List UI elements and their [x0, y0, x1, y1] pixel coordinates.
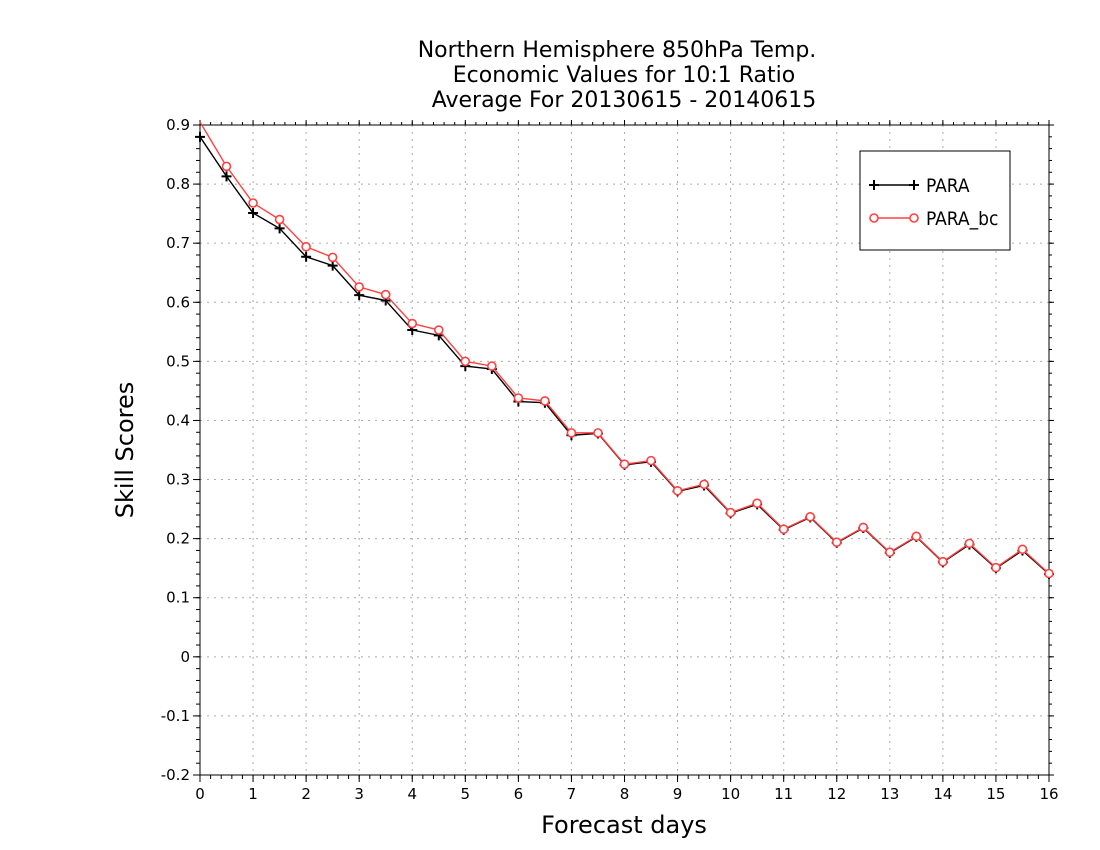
data-point	[938, 556, 948, 567]
data-point	[593, 428, 603, 438]
x-tick-label: 12	[827, 785, 846, 803]
data-point	[885, 547, 895, 558]
chart-title-line-2: Economic Values for 10:1 Ratio	[453, 63, 795, 88]
y-tick-label: 0.9	[166, 116, 190, 134]
chart-title: Northern Hemisphere 850hPa Temp. Economi…	[418, 38, 817, 113]
x-tick-label: 1	[248, 785, 258, 803]
x-tick-label: 13	[880, 785, 899, 803]
chart-title-line-3: Average For 20130615 - 20140615	[432, 88, 817, 113]
x-tick-label: 16	[1039, 785, 1058, 803]
x-tick-label: 10	[721, 785, 740, 803]
data-point	[619, 459, 630, 469]
y-tick-label: -0.1	[161, 707, 190, 725]
data-point	[248, 208, 259, 219]
data-point	[858, 522, 869, 533]
data-point	[407, 318, 418, 329]
legend-item: PARA_bc	[869, 208, 998, 230]
y-tick-label: -0.2	[161, 766, 190, 784]
x-axis-label: Forecast days	[541, 811, 707, 839]
y-axis-label: Skill Scores	[111, 382, 139, 519]
y-tick-label: 0.5	[166, 352, 190, 370]
data-point	[301, 251, 312, 262]
data-point	[274, 214, 285, 225]
data-point	[513, 393, 524, 403]
data-point	[672, 485, 683, 496]
legend-item: PARA	[869, 175, 970, 197]
data-point	[540, 396, 550, 406]
y-tick-label: 0.6	[166, 293, 190, 311]
data-point	[805, 511, 816, 522]
grid	[200, 125, 1049, 775]
y-tick-label: 0.7	[166, 234, 190, 252]
data-point	[646, 455, 656, 466]
x-tick-label: 6	[514, 785, 524, 803]
data-point	[566, 428, 577, 438]
data-point	[991, 562, 1001, 573]
legend-marker-left	[869, 180, 879, 190]
data-point	[433, 325, 444, 335]
x-tick-label: 0	[195, 785, 205, 803]
y-tick-label: 0.2	[166, 530, 190, 548]
x-tick-label: 5	[461, 785, 471, 803]
y-tick-label: 0	[180, 648, 190, 666]
legend-box	[859, 150, 1011, 251]
legend-label: PARA	[926, 175, 970, 197]
x-tick-label: 2	[301, 785, 311, 803]
x-tick-label: 9	[673, 785, 683, 803]
legend-marker-right	[909, 180, 919, 190]
data-point	[301, 241, 311, 252]
data-point	[964, 538, 975, 549]
y-tick-label: 0.3	[166, 471, 190, 489]
chart-title-line-1: Northern Hemisphere 850hPa Temp.	[418, 38, 817, 63]
x-tick-label: 11	[774, 785, 793, 803]
data-point	[380, 289, 391, 300]
x-tick-label: 7	[567, 785, 577, 803]
y-tick-label: 0.4	[166, 411, 190, 429]
data-point	[487, 361, 497, 371]
x-tick-label: 4	[407, 785, 417, 803]
legend-marker-right	[909, 213, 919, 223]
x-tick-label: 3	[354, 785, 364, 803]
data-point	[460, 356, 471, 367]
data-point	[911, 531, 922, 542]
data-point	[274, 223, 285, 234]
series-lines	[195, 121, 1054, 580]
data-point	[1044, 568, 1054, 579]
y-tick-label: 0.8	[166, 175, 190, 193]
series-para-bc	[199, 121, 1054, 579]
data-point	[1017, 544, 1028, 555]
data-point	[699, 479, 709, 490]
x-tick-label: 15	[986, 785, 1005, 803]
data-point	[778, 524, 789, 534]
data-point	[221, 161, 232, 172]
x-tick-label: 8	[620, 785, 630, 803]
data-point	[725, 507, 736, 518]
data-point	[752, 498, 762, 508]
data-point	[354, 282, 364, 292]
data-point	[327, 260, 338, 271]
data-point	[354, 290, 365, 301]
data-point	[195, 131, 205, 142]
data-point	[221, 171, 232, 182]
y-tick-label: 0.1	[166, 589, 190, 607]
legend-marker-left	[869, 213, 879, 223]
legend-label: PARA_bc	[926, 208, 998, 230]
data-point	[831, 537, 842, 547]
x-tick-label: 14	[933, 785, 952, 803]
axes: 0 1 2 3 4 5 6 7 8 9 10 11 12 13 14 15 16-0.2-0.100.10.20…	[161, 116, 1059, 803]
data-point	[248, 198, 258, 208]
legend: PARA PARA_bc	[859, 150, 1011, 251]
data-point	[327, 252, 338, 263]
